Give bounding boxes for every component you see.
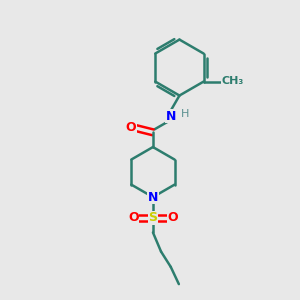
Text: O: O: [128, 211, 139, 224]
Text: N: N: [148, 190, 158, 204]
Text: H: H: [181, 109, 190, 119]
Text: CH₃: CH₃: [221, 76, 244, 86]
Text: N: N: [165, 110, 176, 123]
Text: S: S: [148, 211, 158, 224]
Text: O: O: [125, 121, 136, 134]
Text: O: O: [167, 211, 178, 224]
